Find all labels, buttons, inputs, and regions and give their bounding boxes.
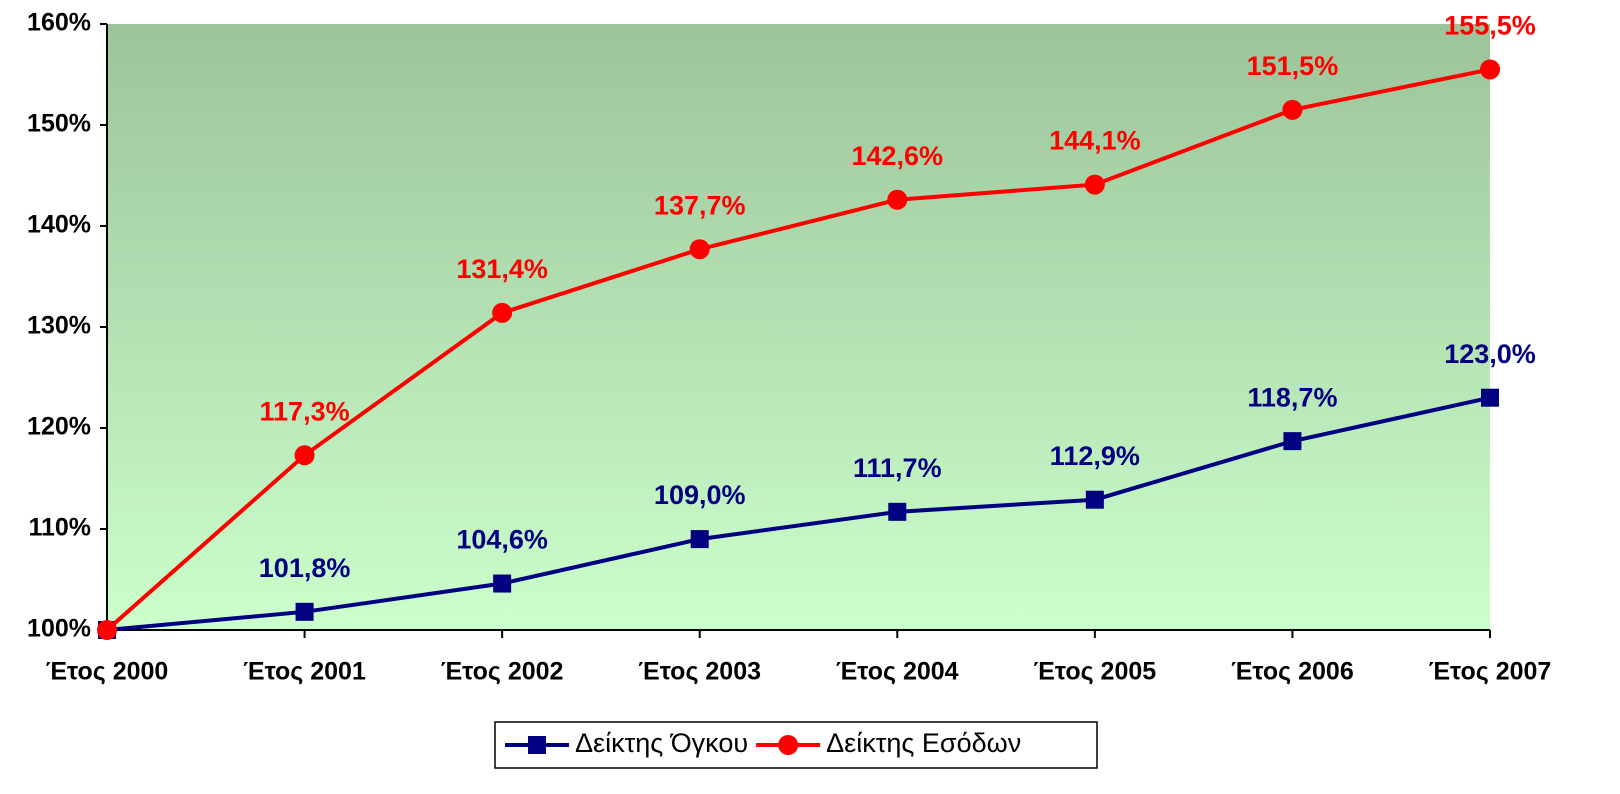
plot-area [107, 24, 1490, 630]
y-tick-label: 150% [27, 110, 91, 138]
data-point [1084, 174, 1105, 195]
data-label: 137,7% [654, 190, 746, 220]
data-point [1283, 432, 1302, 451]
x-tick-label: Έτος 2001 [243, 658, 366, 686]
data-point [888, 502, 907, 521]
data-label: 151,5% [1247, 51, 1339, 81]
y-tick-label: 140% [27, 211, 91, 239]
data-label: 123,0% [1444, 339, 1536, 369]
data-point [1085, 490, 1104, 509]
x-tick-label: Έτος 2006 [1231, 658, 1354, 686]
series-line [105, 67, 1491, 632]
y-tick-label: 160% [27, 9, 91, 37]
data-point [294, 445, 315, 466]
data-label: 111,7% [853, 453, 942, 483]
data-point [1480, 59, 1500, 80]
data-point [1481, 388, 1499, 407]
data-label: 118,7% [1247, 382, 1337, 412]
data-label: 117,3% [260, 396, 350, 426]
legend-label: Δείκτης Εσόδων [826, 728, 1021, 758]
data-label: 131,4% [456, 254, 548, 284]
legend-marker [778, 735, 799, 755]
data-label: 144,1% [1049, 126, 1141, 156]
x-tick-label: Έτος 2004 [836, 658, 959, 686]
data-point [690, 530, 709, 549]
data-point [887, 189, 908, 210]
series-line [106, 395, 1491, 632]
x-tick-label: Έτος 2003 [638, 658, 761, 686]
legend-marker [528, 736, 546, 754]
data-point [689, 239, 710, 260]
data-label: 112,9% [1050, 441, 1140, 471]
data-point [492, 302, 513, 323]
x-tick-label: Έτος 2005 [1034, 658, 1157, 686]
y-tick-label: 120% [27, 413, 91, 441]
data-label: 142,6% [851, 141, 943, 171]
data-label: 104,6% [456, 525, 548, 555]
data-label: 109,0% [654, 480, 746, 510]
data-point [295, 602, 314, 621]
legend-label: Δείκτης Όγκου [575, 728, 748, 758]
y-tick-label: 130% [27, 312, 91, 340]
x-tick-label: Έτος 2002 [441, 658, 564, 686]
data-point [1282, 99, 1303, 120]
data-point [493, 574, 512, 593]
x-tick-label: Έτος 2007 [1429, 658, 1552, 686]
data-label: 101,8% [259, 553, 351, 583]
y-tick-label: 100% [27, 615, 91, 643]
y-tick-label: 110% [28, 514, 91, 542]
data-label: 155,5% [1444, 11, 1536, 41]
data-point [97, 620, 117, 640]
x-tick-label: Έτος 2000 [46, 658, 169, 686]
